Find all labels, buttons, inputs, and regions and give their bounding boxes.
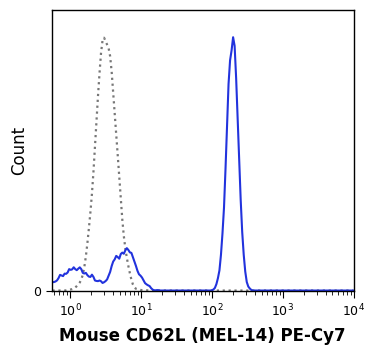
Y-axis label: Count: Count: [10, 126, 28, 175]
X-axis label: Mouse CD62L (MEL-14) PE-Cy7: Mouse CD62L (MEL-14) PE-Cy7: [59, 327, 346, 345]
